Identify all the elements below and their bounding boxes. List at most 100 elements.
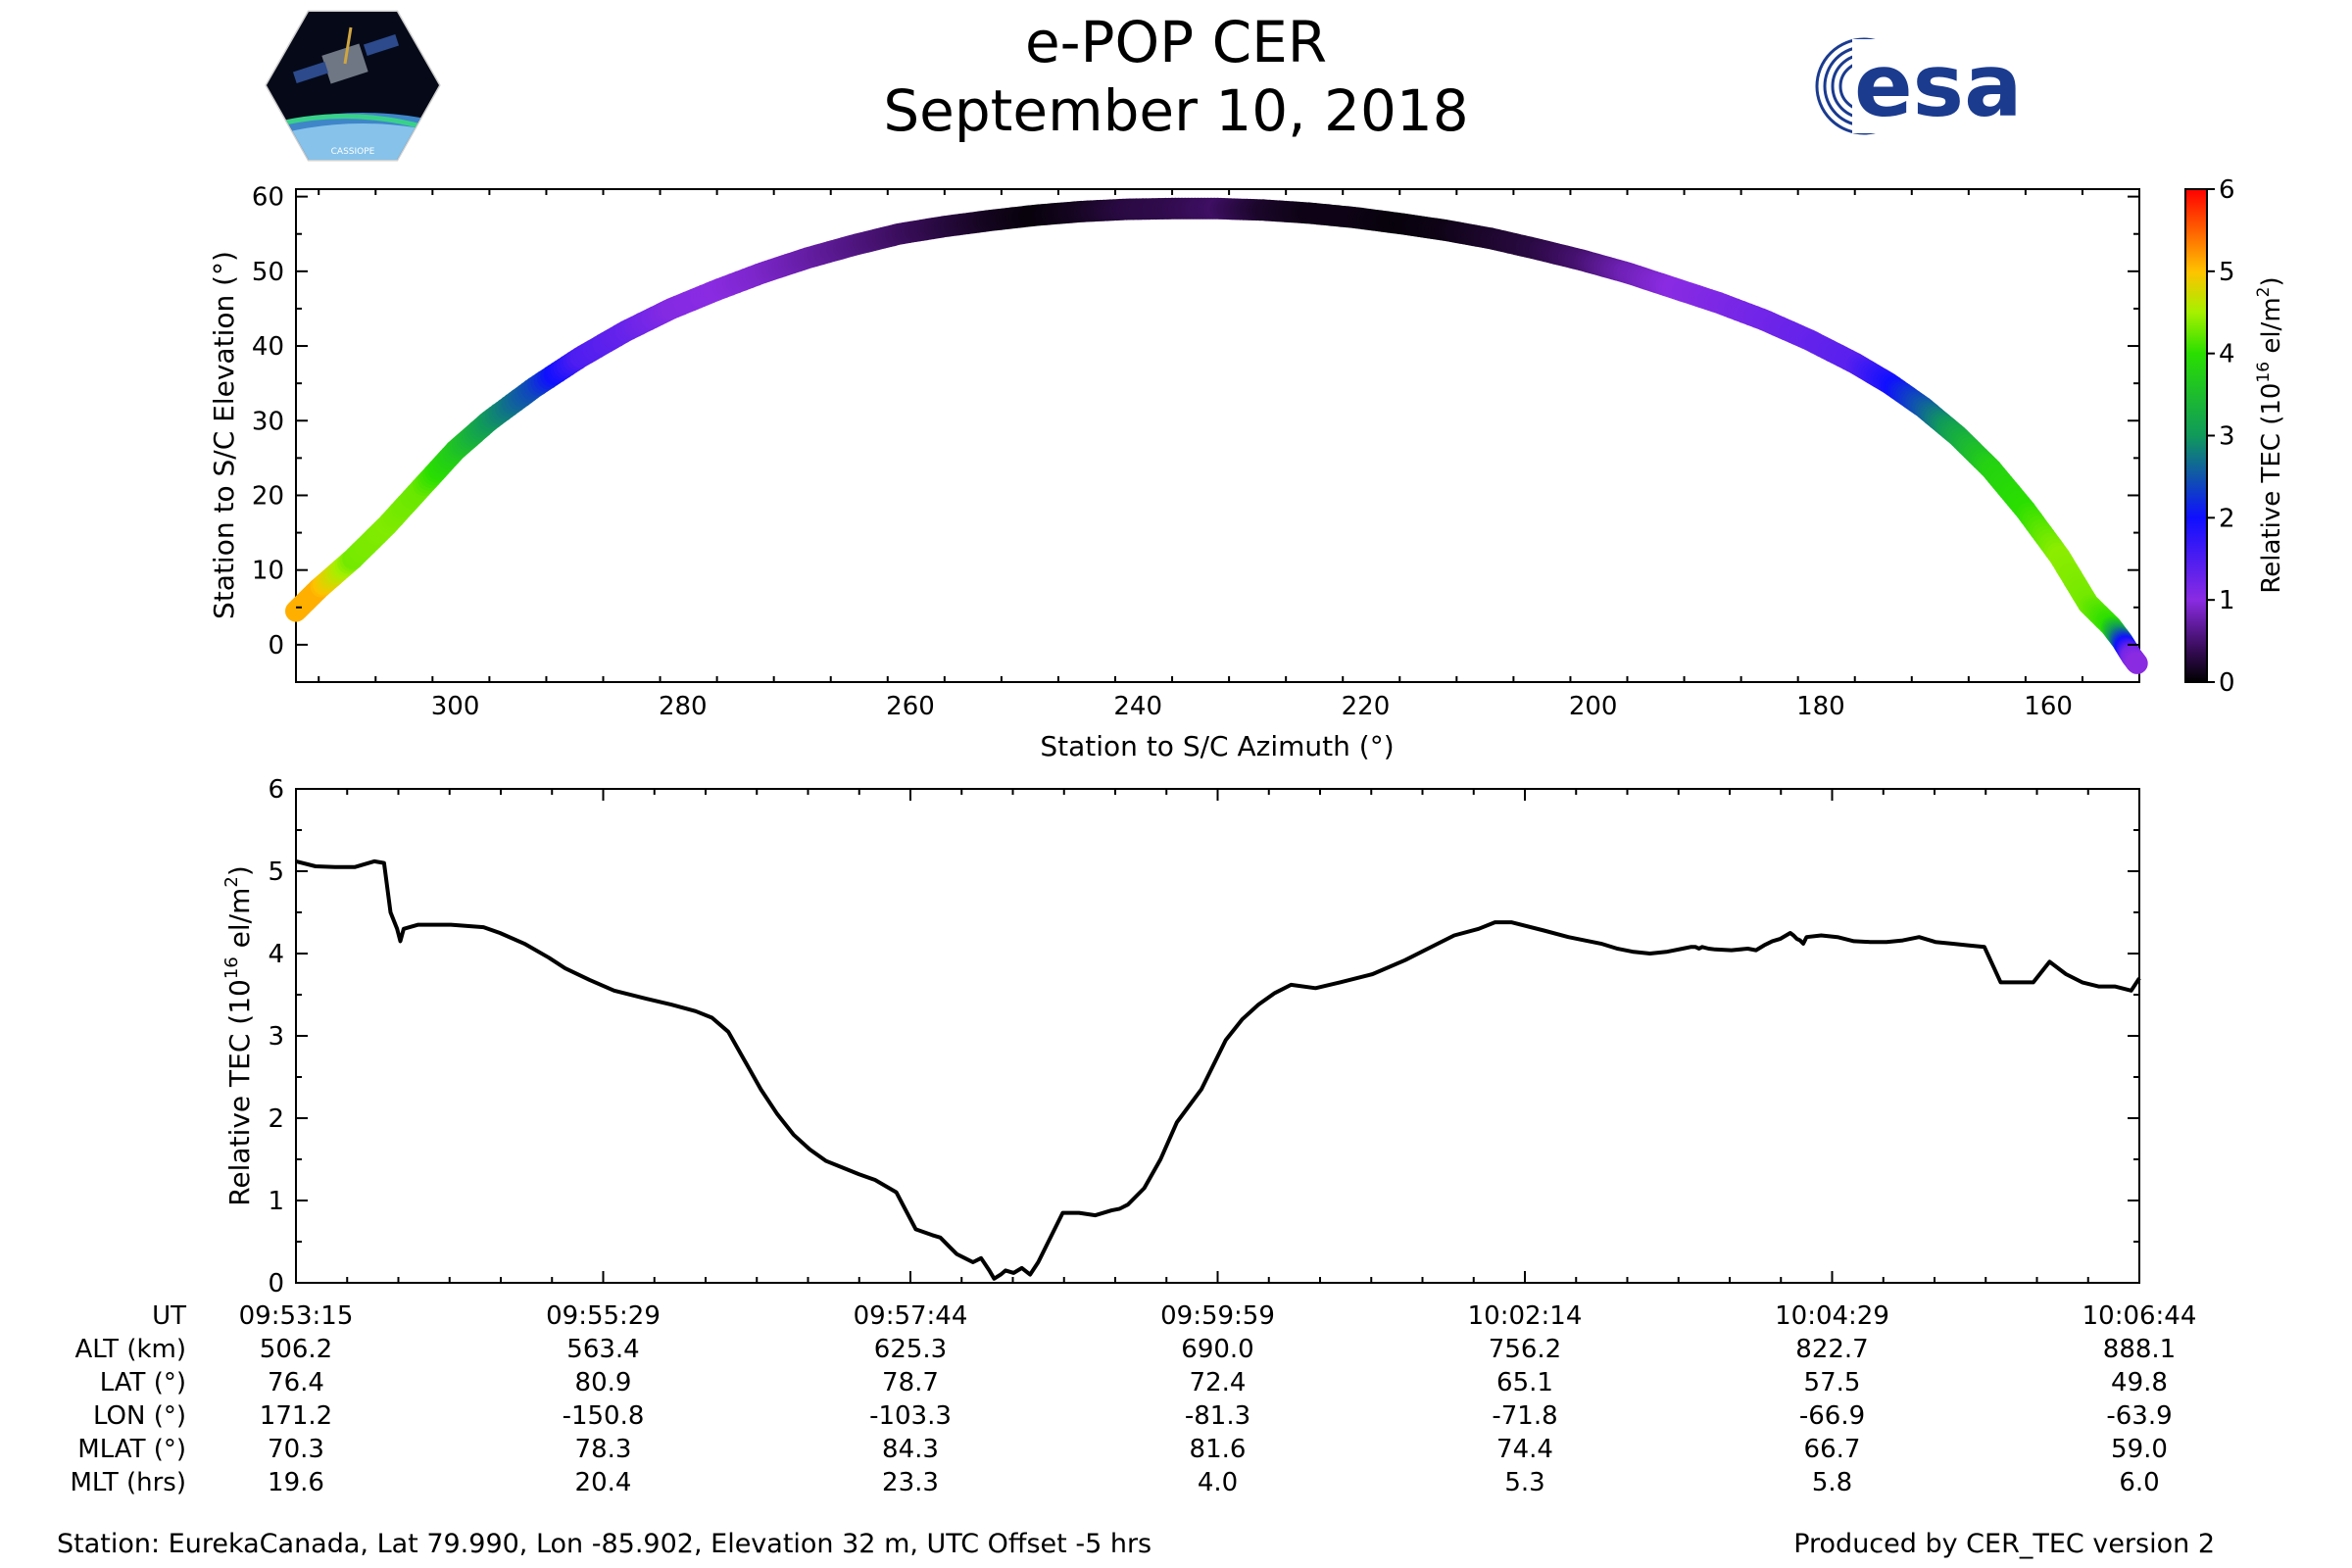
tec-y-tick-label: 0 bbox=[268, 1269, 284, 1298]
tec-y-label-close: ) bbox=[223, 865, 256, 876]
colorbar-gradient bbox=[2184, 188, 2208, 683]
elevation-x-tick-label: 300 bbox=[431, 692, 480, 721]
info-cell: 09:57:44 bbox=[853, 1301, 968, 1331]
colorbar-tick-label: 2 bbox=[2219, 504, 2235, 533]
colorbar-label-base: Relative TEC (10 bbox=[2257, 383, 2286, 594]
colorbar-tick-label: 6 bbox=[2219, 175, 2235, 205]
elevation-point-658 bbox=[2126, 652, 2148, 674]
info-cell: 70.3 bbox=[268, 1435, 324, 1464]
info-cell: -150.8 bbox=[562, 1401, 645, 1431]
info-cell: 6.0 bbox=[2119, 1468, 2160, 1497]
info-cell: 76.4 bbox=[268, 1368, 324, 1397]
info-cell: 78.3 bbox=[574, 1435, 632, 1464]
info-cell: -66.9 bbox=[1798, 1401, 1866, 1431]
elevation-x-tick-label: 220 bbox=[1342, 692, 1391, 721]
info-cell: 625.3 bbox=[873, 1335, 948, 1364]
info-row: UT 09:53:15 09:55:29 09:57:44 09:59:59 10:02:… bbox=[0, 1299, 2352, 1333]
info-cell: 20.4 bbox=[574, 1468, 632, 1497]
colorbar-tick-label: 1 bbox=[2219, 586, 2235, 615]
info-cell: 690.0 bbox=[1181, 1335, 1254, 1364]
info-cell: 65.1 bbox=[1496, 1368, 1553, 1397]
elevation-y-tick-label: 30 bbox=[252, 407, 284, 436]
elevation-y-ticks: 0 10 20 30 40 50 60 bbox=[252, 183, 2139, 683]
tec-y-tick-label: 2 bbox=[268, 1104, 284, 1134]
info-row: ALT (km) 506.2 563.4 625.3 690.0 756.2 822.7 88… bbox=[0, 1333, 2352, 1366]
elevation-y-tick-label: 0 bbox=[268, 631, 284, 661]
chart-title: e-POP CER September 10, 2018 bbox=[0, 8, 2352, 145]
elevation-y-tick-label: 60 bbox=[252, 183, 284, 213]
colorbar-ticks: 0 1 2 3 4 5 6 bbox=[2207, 175, 2235, 698]
elevation-x-tick-label: 200 bbox=[1569, 692, 1618, 721]
tec-y-axis-label: Relative TEC (1016 el/m2) bbox=[221, 865, 256, 1206]
info-cell: 4.0 bbox=[1197, 1468, 1239, 1497]
elevation-y-tick-label: 20 bbox=[252, 481, 284, 511]
esa-logo-text: esa bbox=[1854, 35, 2022, 136]
colorbar-tick-label: 5 bbox=[2219, 258, 2235, 287]
info-cell: 80.9 bbox=[574, 1368, 632, 1397]
info-cell: 23.3 bbox=[882, 1468, 939, 1497]
tec-y-label-square: 2 bbox=[221, 876, 242, 887]
tec-y-tick-label: 5 bbox=[268, 858, 284, 887]
info-cell: 10:06:44 bbox=[2082, 1301, 2197, 1331]
elevation-y-tick-label: 40 bbox=[252, 332, 284, 362]
elevation-x-tick-label: 160 bbox=[2024, 692, 2073, 721]
info-cell: 888.1 bbox=[2102, 1335, 2177, 1364]
colorbar-label-close: ) bbox=[2257, 276, 2286, 286]
title-line-2: September 10, 2018 bbox=[883, 77, 1469, 144]
info-cell: -63.9 bbox=[2106, 1401, 2173, 1431]
info-cell: 49.8 bbox=[2111, 1368, 2168, 1397]
elevation-plot-frame bbox=[295, 188, 2140, 683]
produced-by: Produced by CER_TEC version 2 bbox=[1793, 1529, 2215, 1559]
info-row-label: MLT (hrs) bbox=[70, 1468, 187, 1497]
colorbar-label-unit: el/m bbox=[2257, 297, 2286, 362]
info-cell: 84.3 bbox=[882, 1435, 939, 1464]
info-cell: 19.6 bbox=[268, 1468, 324, 1497]
colorbar-label-exponent: 16 bbox=[2254, 362, 2274, 383]
info-row-label: ALT (km) bbox=[74, 1335, 186, 1364]
elevation-x-tick-label: 260 bbox=[886, 692, 935, 721]
info-row: MLT (hrs) 19.6 20.4 23.3 4.0 5.3 5.8 6.0 bbox=[0, 1466, 2352, 1499]
tec-y-label-base: Relative TEC (10 bbox=[223, 979, 256, 1206]
tec-series-line bbox=[295, 858, 2141, 1281]
tec-y-tick-label: 1 bbox=[268, 1187, 284, 1216]
elevation-x-tick-label: 180 bbox=[1796, 692, 1845, 721]
info-row-label: LAT (°) bbox=[99, 1368, 186, 1397]
elevation-x-axis-label: Station to S/C Azimuth (°) bbox=[1040, 730, 1394, 762]
info-cell: 74.4 bbox=[1496, 1435, 1553, 1464]
info-cell: 09:55:29 bbox=[546, 1301, 661, 1331]
info-row-label: UT bbox=[152, 1301, 186, 1331]
info-row-label: MLAT (°) bbox=[77, 1435, 186, 1464]
colorbar-tick-label: 4 bbox=[2219, 340, 2235, 369]
colorbar-tick-label: 0 bbox=[2219, 668, 2235, 698]
info-cell: 59.0 bbox=[2111, 1435, 2168, 1464]
info-cell: 822.7 bbox=[1795, 1335, 1869, 1364]
elevation-plot: 300 280 260 240 220 200 180 160 0 10 20 30 40 50 60 S… bbox=[208, 183, 2148, 762]
info-cell: -81.3 bbox=[1184, 1401, 1251, 1431]
info-row: LON (°) 171.2 -150.8 -103.3 -81.3 -71.8 -66.9 -… bbox=[0, 1399, 2352, 1433]
elevation-x-tick-label: 240 bbox=[1113, 692, 1162, 721]
info-cell: 81.6 bbox=[1189, 1435, 1247, 1464]
info-cell: 756.2 bbox=[1488, 1335, 1562, 1364]
tec-y-tick-label: 3 bbox=[268, 1022, 284, 1052]
info-row: LAT (°) 76.4 80.9 78.7 72.4 65.1 57.5 49.8 bbox=[0, 1366, 2352, 1399]
cassiope-logo-text: CASSIOPE bbox=[331, 147, 375, 157]
info-cell: 66.7 bbox=[1803, 1435, 1861, 1464]
tec-x-ticks bbox=[295, 789, 2140, 1283]
colorbar-label: Relative TEC (1016 el/m2) bbox=[2254, 276, 2286, 593]
info-cell: -71.8 bbox=[1492, 1401, 1558, 1431]
station-info: Station: EurekaCanada, Lat 79.990, Lon -… bbox=[57, 1529, 1152, 1559]
info-cell: 10:02:14 bbox=[1467, 1301, 1583, 1331]
elevation-x-tick-label: 280 bbox=[659, 692, 708, 721]
tec-y-tick-label: 4 bbox=[268, 940, 284, 969]
info-cell: 5.8 bbox=[1811, 1468, 1853, 1497]
info-cell: 563.4 bbox=[566, 1335, 640, 1364]
info-cell: 506.2 bbox=[259, 1335, 333, 1364]
colorbar-label-square: 2 bbox=[2254, 287, 2274, 298]
info-cell: 72.4 bbox=[1189, 1368, 1247, 1397]
info-cell: 57.5 bbox=[1803, 1368, 1861, 1397]
info-row-label: LON (°) bbox=[92, 1401, 186, 1431]
tec-y-ticks: 0 1 2 3 4 5 6 bbox=[268, 775, 2139, 1298]
elevation-y-axis-label: Station to S/C Elevation (°) bbox=[208, 251, 240, 619]
tec-y-label-unit: el/m bbox=[223, 888, 256, 957]
